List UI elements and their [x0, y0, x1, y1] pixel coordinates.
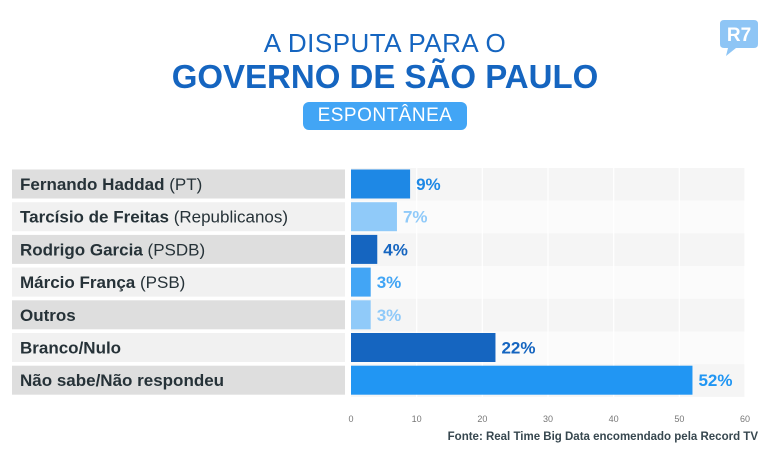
bar-value-label: 4% [383, 240, 408, 259]
bar-value-label: 3% [377, 273, 402, 292]
x-tick-label: 50 [674, 414, 684, 424]
bar-value-label: 22% [501, 339, 535, 358]
x-tick-label: 0 [348, 414, 353, 424]
category-label: Rodrigo Garcia (PSDB) [20, 240, 205, 259]
bar [351, 202, 397, 232]
subtitle-badge: ESPONTÂNEA [303, 102, 467, 130]
bar [351, 267, 371, 297]
category-label-background [12, 300, 345, 330]
category-label: Tarcísio de Freitas (Republicanos) [20, 208, 288, 227]
source-note: Fonte: Real Time Big Data encomendado pe… [447, 431, 758, 443]
bar-value-label: 9% [416, 175, 441, 194]
r7-logo: R7 [720, 20, 758, 56]
bar-value-label: 3% [377, 306, 402, 325]
title-line-1: A DISPUTA PARA O [263, 28, 507, 58]
category-label: Não sabe/Não respondeu [20, 371, 224, 390]
title-line-2: GOVERNO DE SÃO PAULO [171, 58, 599, 95]
category-label: Outros [20, 306, 76, 325]
category-label-background [12, 365, 345, 395]
bar [351, 234, 378, 264]
category-label-background [12, 202, 345, 232]
category-label-background [12, 169, 345, 199]
bar [351, 300, 371, 330]
x-tick-label: 20 [477, 414, 487, 424]
category-label-background [12, 333, 345, 362]
r7-logo-text: R7 [727, 25, 751, 46]
category-label-background [12, 267, 345, 297]
x-tick-label: 30 [543, 414, 553, 424]
category-label: Fernando Haddad (PT) [20, 175, 202, 194]
category-label: Márcio França (PSB) [20, 273, 185, 292]
bar-value-label: 7% [403, 208, 428, 227]
x-tick-label: 60 [740, 414, 750, 424]
bar [351, 333, 496, 362]
bar-value-label: 52% [698, 371, 732, 390]
x-tick-label: 10 [412, 414, 422, 424]
x-tick-label: 40 [609, 414, 619, 424]
bar [351, 169, 411, 199]
category-label-background [12, 234, 345, 264]
bar [351, 365, 693, 395]
category-label: Branco/Nulo [20, 339, 121, 358]
